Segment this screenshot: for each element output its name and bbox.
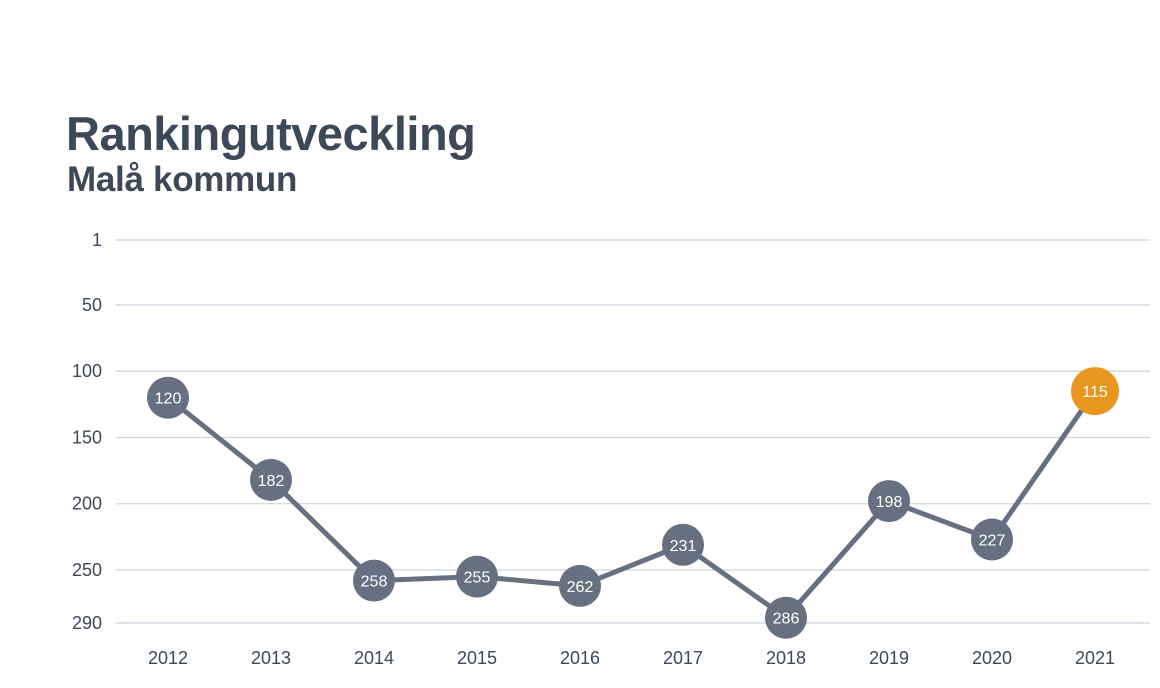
x-tick-label: 2013 (251, 648, 291, 668)
data-label: 115 (1082, 384, 1108, 401)
data-point (456, 555, 498, 598)
data-label: 231 (670, 538, 697, 555)
x-tick-label: 2020 (972, 648, 1012, 668)
data-points: 120 182 258 255 262 231 286 198 227 115 (147, 367, 1119, 639)
y-tick-label: 100 (72, 361, 102, 381)
data-point (353, 559, 395, 602)
x-tick-label: 2015 (457, 648, 497, 668)
y-tick-label: 50 (82, 295, 102, 315)
x-tick-label: 2017 (663, 648, 703, 668)
x-tick-label: 2018 (766, 648, 806, 668)
data-point (147, 376, 189, 419)
x-tick-label: 2019 (869, 648, 909, 668)
highlight-point (1071, 367, 1119, 416)
data-point (250, 458, 292, 501)
chart-title: Rankingutveckling (66, 107, 476, 160)
data-label: 286 (773, 611, 800, 628)
data-label: 198 (876, 494, 903, 511)
data-point (765, 596, 807, 639)
data-label: 182 (258, 473, 285, 490)
x-axis-ticks: 2012 2013 2014 2015 2016 2017 2018 2019 2020 2021 (148, 648, 1115, 668)
y-tick-label: 1 (92, 230, 102, 250)
data-label: 227 (979, 533, 1006, 550)
y-tick-label: 290 (72, 613, 102, 633)
data-point (868, 480, 910, 523)
grid-lines (116, 239, 1150, 624)
y-tick-label: 200 (72, 494, 102, 514)
data-label: 120 (155, 391, 182, 408)
data-label: 255 (464, 570, 491, 587)
chart-subtitle: Malå kommun (67, 160, 298, 199)
series-line-path (165, 388, 1098, 621)
x-tick-label: 2021 (1075, 648, 1115, 668)
data-point (559, 564, 601, 607)
y-tick-label: 150 (72, 427, 102, 447)
x-tick-label: 2012 (148, 648, 188, 668)
data-label: 258 (361, 574, 388, 591)
data-point (662, 523, 704, 566)
series-line (165, 388, 1098, 621)
y-tick-label: 250 (72, 560, 102, 580)
data-point (971, 518, 1013, 561)
data-label: 262 (567, 579, 594, 596)
x-tick-label: 2016 (560, 648, 600, 668)
x-tick-label: 2014 (354, 648, 394, 668)
